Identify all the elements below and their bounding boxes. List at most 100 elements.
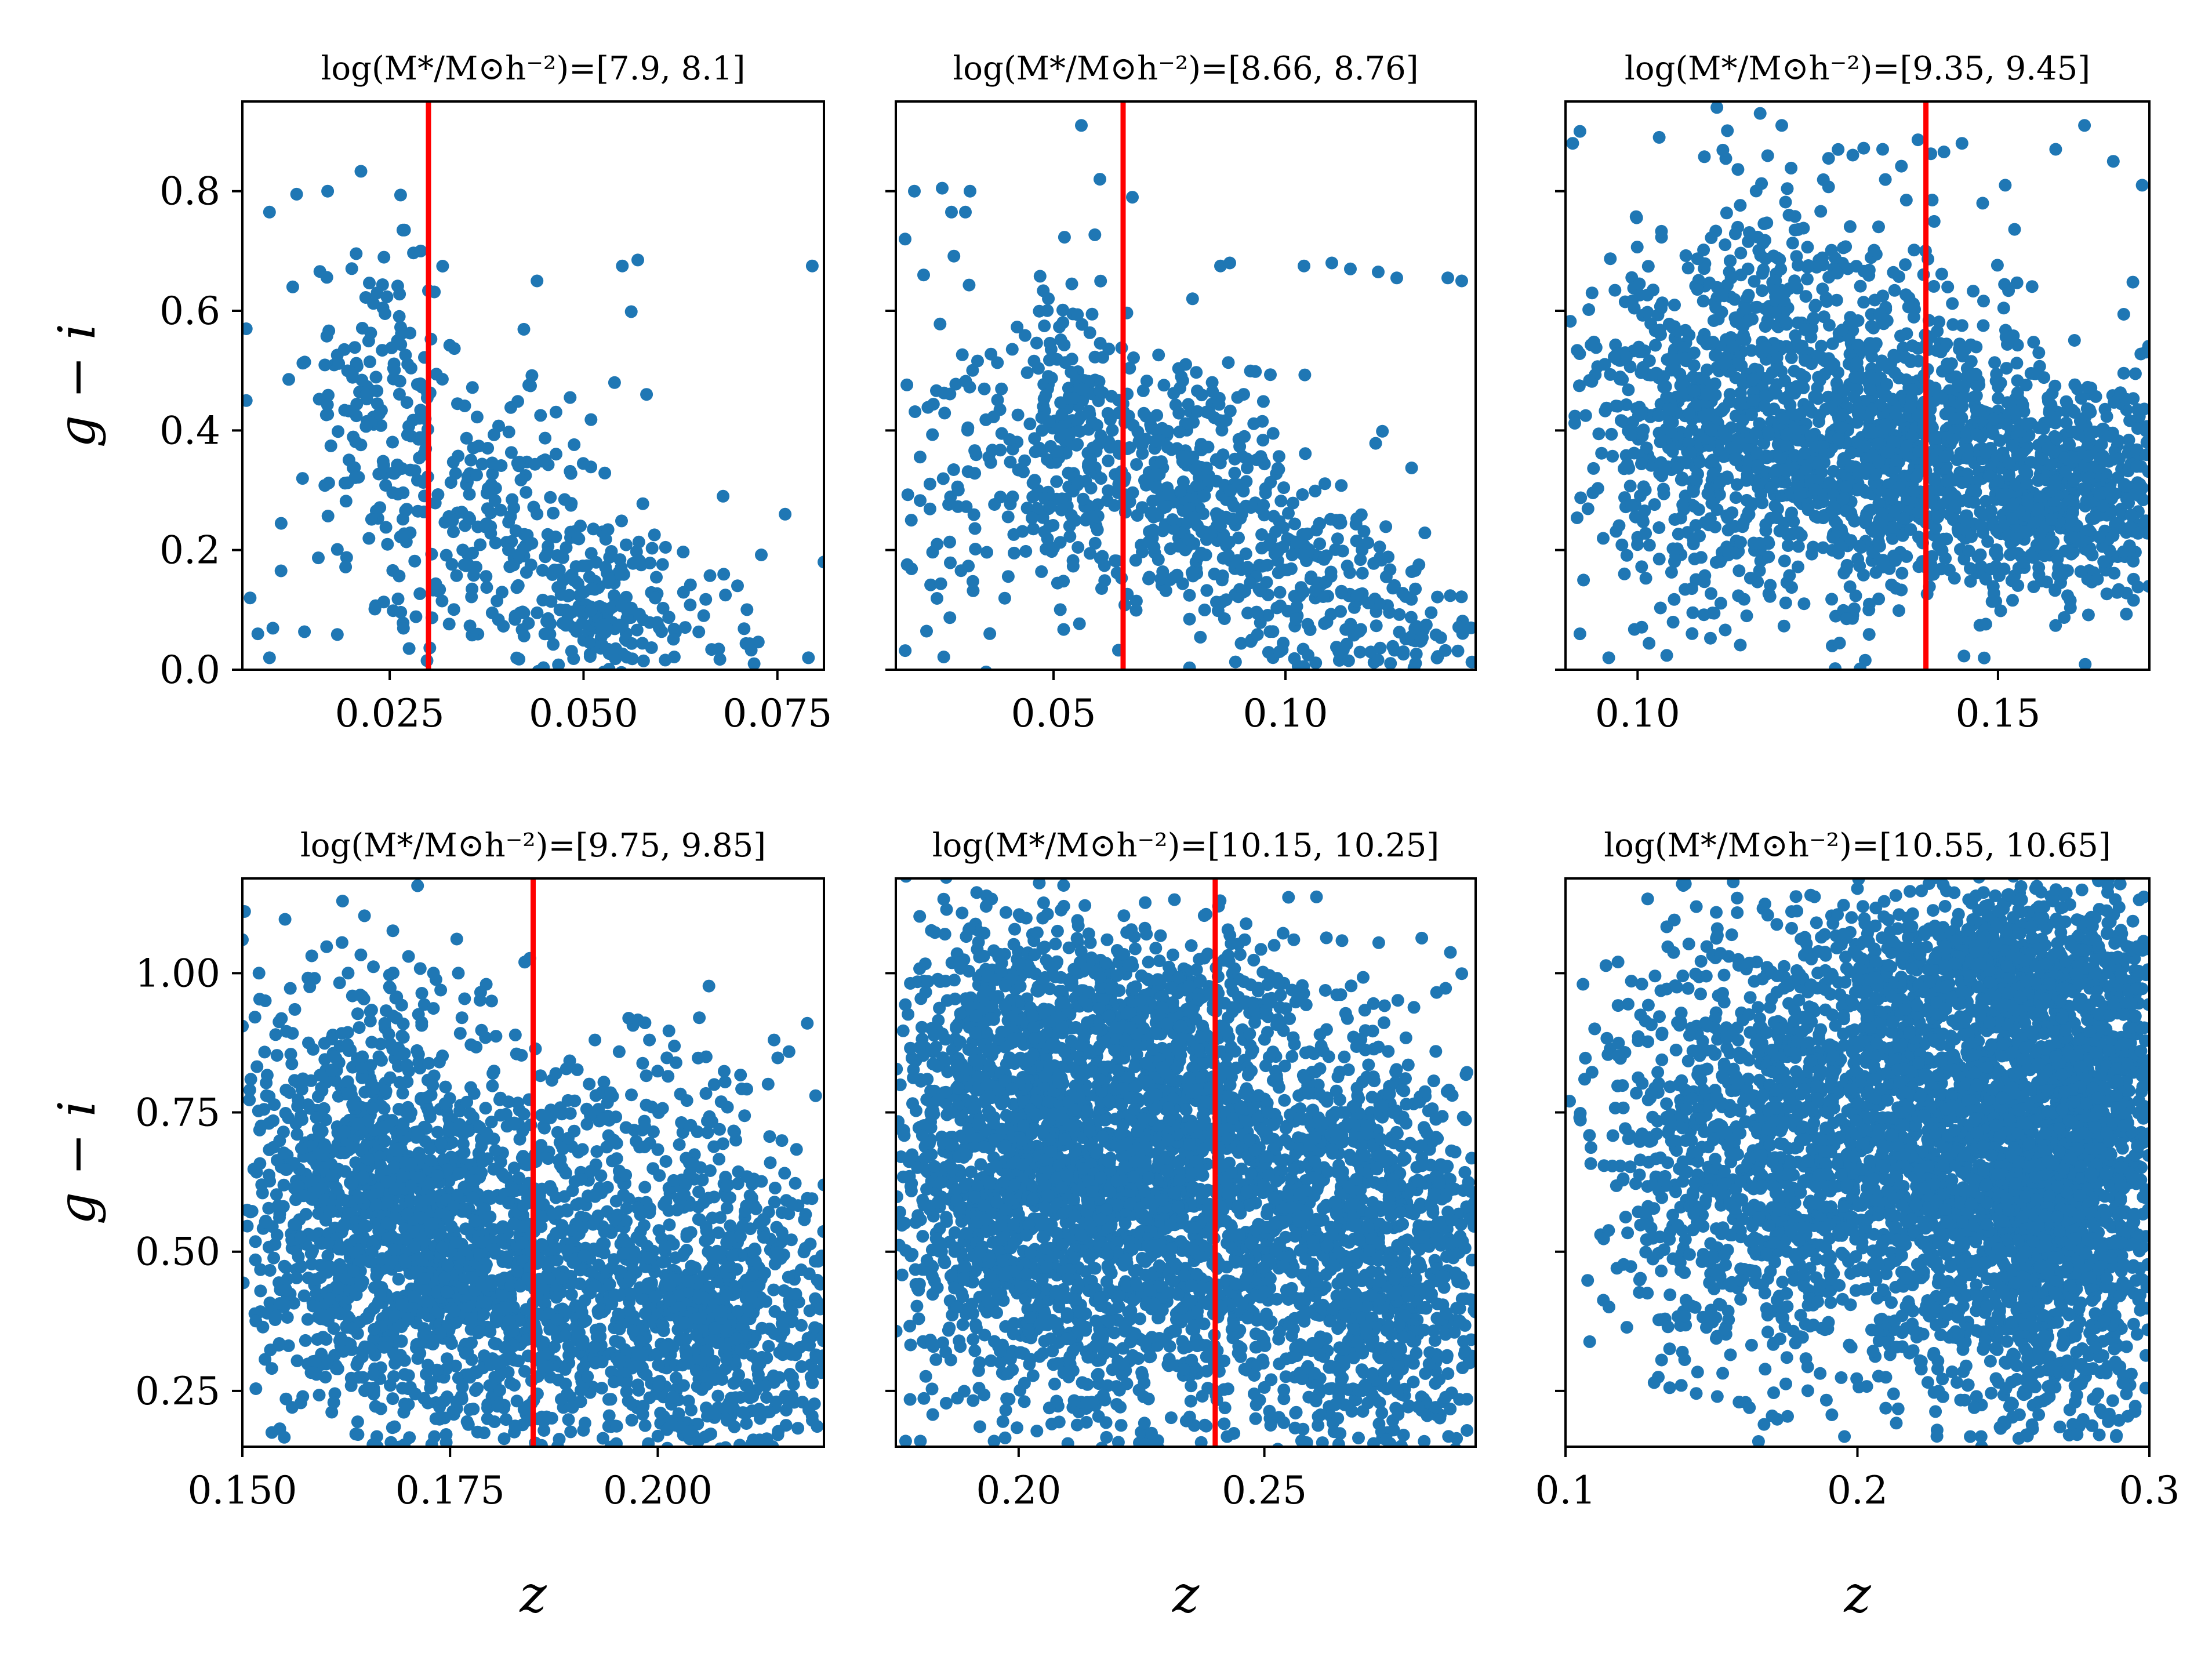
- data-point: [402, 420, 415, 433]
- data-point: [1862, 628, 1876, 641]
- data-point: [945, 205, 958, 219]
- data-point: [1792, 560, 1804, 573]
- data-point: [497, 1432, 511, 1446]
- data-point: [983, 627, 997, 640]
- data-point: [1159, 500, 1172, 514]
- data-point: [1324, 513, 1337, 526]
- data-point: [899, 233, 911, 246]
- data-point: [310, 1111, 323, 1124]
- data-point: [1840, 563, 1853, 576]
- data-point: [1030, 336, 1043, 350]
- data-point: [2142, 580, 2149, 593]
- data-point: [1197, 489, 1210, 503]
- data-point: [1652, 521, 1666, 534]
- data-point: [1962, 544, 1975, 558]
- data-point: [510, 651, 524, 664]
- data-point: [319, 1141, 333, 1154]
- x-tick-label: 0.05: [1011, 691, 1096, 736]
- data-point: [1190, 366, 1203, 379]
- data-point: [1651, 308, 1665, 322]
- data-point: [263, 1143, 276, 1156]
- data-point: [351, 1007, 364, 1021]
- data-point: [1687, 370, 1700, 383]
- data-point: [369, 599, 382, 612]
- data-point: [1735, 397, 1749, 411]
- data-point: [1013, 463, 1026, 476]
- data-point: [1737, 413, 1749, 427]
- data-point: [456, 543, 470, 557]
- data-point: [1974, 506, 1987, 519]
- data-point: [1054, 333, 1067, 346]
- data-point: [369, 1217, 383, 1230]
- data-point: [1801, 260, 1814, 274]
- data-point: [1887, 266, 1900, 279]
- data-point: [1241, 561, 1254, 574]
- data-point: [1452, 620, 1465, 634]
- data-point: [1076, 318, 1089, 331]
- data-point: [738, 622, 751, 635]
- data-point: [1654, 328, 1667, 342]
- data-point: [1809, 299, 1822, 312]
- data-point: [380, 290, 394, 303]
- data-point: [1691, 252, 1704, 266]
- data-point: [1734, 268, 1748, 282]
- data-point: [1007, 528, 1020, 541]
- data-point: [409, 610, 423, 623]
- data-point: [373, 407, 386, 420]
- data-point: [1004, 455, 1017, 469]
- data-point: [1760, 216, 1774, 230]
- data-point: [514, 473, 528, 486]
- data-point: [705, 643, 718, 656]
- data-point: [1065, 353, 1078, 366]
- data-point: [1795, 342, 1808, 355]
- data-point: [1785, 581, 1798, 594]
- data-point: [1674, 379, 1687, 392]
- data-point: [348, 461, 361, 474]
- data-point: [539, 431, 552, 445]
- data-point: [947, 463, 960, 476]
- data-point: [1795, 368, 1807, 381]
- data-point: [818, 555, 824, 569]
- data-point: [961, 423, 974, 437]
- data-point: [1702, 518, 1715, 532]
- data-point: [1738, 333, 1752, 346]
- data-point: [1626, 295, 1639, 308]
- data-point: [1063, 520, 1076, 533]
- data-point: [2100, 587, 2113, 601]
- data-point: [1833, 637, 1846, 650]
- data-point: [1872, 592, 1886, 605]
- data-point: [1999, 179, 2012, 192]
- data-point: [1657, 487, 1670, 500]
- data-point: [1951, 522, 1964, 536]
- data-point: [943, 535, 956, 549]
- data-point: [1057, 575, 1070, 588]
- data-point: [1582, 303, 1596, 316]
- data-point: [243, 1094, 256, 1106]
- data-point: [1331, 532, 1344, 546]
- data-point: [525, 369, 539, 382]
- data-point: [1780, 439, 1793, 452]
- data-point: [376, 344, 389, 357]
- data-point: [537, 1424, 551, 1437]
- data-point: [1684, 446, 1697, 459]
- data-point: [1218, 612, 1231, 625]
- data-point: [1632, 340, 1646, 354]
- data-point: [1732, 564, 1746, 578]
- data-point: [1899, 194, 1913, 207]
- data-point: [388, 364, 401, 377]
- data-point: [1830, 293, 1843, 307]
- data-point: [1641, 288, 1654, 302]
- data-point: [1756, 267, 1769, 280]
- data-point: [1058, 231, 1071, 244]
- data-point: [949, 377, 962, 391]
- data-point: [1371, 653, 1385, 667]
- data-point: [1789, 329, 1802, 342]
- data-point: [583, 1077, 596, 1091]
- data-point: [1299, 447, 1312, 460]
- data-point: [348, 471, 362, 484]
- data-point: [1290, 536, 1303, 549]
- data-point: [1035, 565, 1048, 578]
- data-point: [520, 486, 533, 499]
- data-point: [631, 253, 644, 267]
- data-point: [2026, 551, 2040, 564]
